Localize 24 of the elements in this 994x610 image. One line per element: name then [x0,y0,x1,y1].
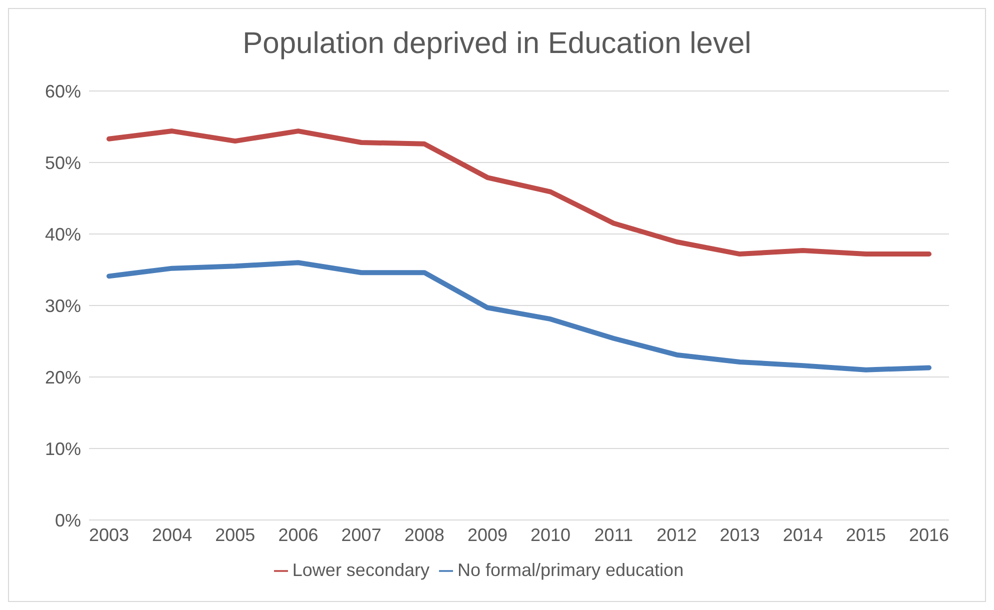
y-tick-label: 0% [54,510,81,530]
x-tick-label: 2013 [720,524,760,545]
x-tick-label: 2015 [846,524,886,545]
legend-label: No formal/primary education [457,560,684,580]
y-tick-label: 50% [44,152,81,173]
x-tick-label: 2006 [278,524,318,545]
legend-label: Lower secondary [292,560,430,580]
x-tick-label: 2012 [656,524,697,545]
y-tick-label: 40% [44,224,81,244]
x-tick-label: 2016 [908,524,950,545]
x-tick-label: 2003 [88,524,130,545]
x-tick-label: 2005 [215,524,256,545]
y-tick-label: 30% [44,296,81,316]
x-tick-label: 2009 [467,524,508,545]
y-tick-label: 10% [44,438,81,459]
x-tick-label: 2008 [404,524,444,545]
y-tick-label: 60% [44,81,81,102]
x-tick-label: 2010 [530,524,571,545]
x-tick-label: 2004 [152,524,192,545]
chart-title: Population deprived in Education level [242,27,752,62]
y-tick-label: 20% [44,367,81,388]
x-tick-label: 2007 [341,524,382,545]
x-tick-label: 2011 [594,524,633,545]
x-tick-label: 2014 [782,524,823,545]
